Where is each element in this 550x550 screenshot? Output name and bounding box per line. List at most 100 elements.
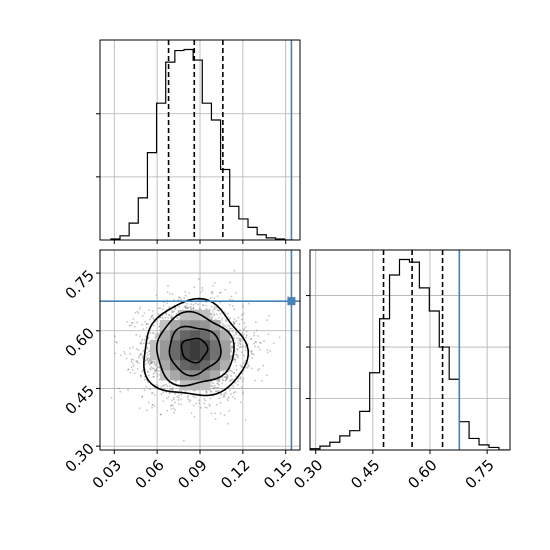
scatter-point bbox=[135, 348, 138, 350]
scatter-point bbox=[146, 370, 149, 373]
scatter-point bbox=[144, 320, 147, 323]
scatter-point bbox=[172, 298, 175, 301]
scatter-point bbox=[176, 316, 179, 319]
scatter-point bbox=[146, 371, 149, 374]
scatter-point bbox=[174, 380, 177, 383]
scatter-point bbox=[230, 356, 232, 359]
scatter-point bbox=[173, 411, 176, 414]
scatter-point bbox=[234, 382, 237, 384]
contour-line bbox=[143, 297, 250, 397]
scatter-point bbox=[210, 381, 213, 384]
scatter-point bbox=[232, 321, 235, 323]
scatter-point bbox=[224, 376, 227, 379]
scatter-point bbox=[211, 292, 213, 295]
scatter-point bbox=[253, 331, 256, 334]
scatter-point bbox=[119, 390, 122, 393]
density-cell bbox=[170, 340, 181, 351]
scatter-point bbox=[169, 316, 172, 319]
scatter-point bbox=[239, 343, 242, 346]
scatter-point bbox=[158, 325, 161, 328]
scatter-point bbox=[149, 363, 151, 366]
contour-line bbox=[180, 337, 209, 364]
scatter-point bbox=[149, 360, 152, 362]
scatter-point bbox=[174, 308, 177, 311]
scatter-point bbox=[150, 361, 153, 364]
scatter-point bbox=[213, 307, 216, 310]
scatter-point bbox=[119, 354, 122, 357]
scatter-point bbox=[222, 370, 225, 373]
scatter-point bbox=[187, 398, 189, 401]
scatter-point bbox=[147, 381, 149, 384]
scatter-point bbox=[225, 326, 228, 329]
scatter-point bbox=[220, 369, 223, 372]
scatter-point bbox=[132, 322, 134, 324]
scatter-point bbox=[217, 390, 220, 392]
scatter-point bbox=[180, 393, 183, 396]
scatter-point bbox=[231, 378, 233, 381]
scatter-point bbox=[155, 369, 158, 372]
scatter-point bbox=[232, 387, 235, 390]
scatter-point bbox=[234, 358, 237, 361]
scatter-point bbox=[170, 316, 173, 319]
scatter-point bbox=[146, 347, 149, 350]
x-tick-label: 0.45 bbox=[347, 456, 383, 492]
scatter-point bbox=[226, 328, 229, 331]
scatter-point bbox=[172, 404, 174, 407]
scatter-point bbox=[113, 335, 116, 338]
scatter-point bbox=[174, 393, 176, 395]
scatter-point bbox=[165, 397, 168, 400]
scatter-point bbox=[150, 366, 153, 368]
scatter-point bbox=[216, 295, 219, 298]
scatter-point bbox=[233, 321, 236, 324]
scatter-point bbox=[218, 316, 220, 319]
scatter-point bbox=[227, 396, 230, 399]
scatter-point bbox=[164, 316, 167, 319]
scatter-point bbox=[205, 392, 208, 394]
scatter-point bbox=[219, 321, 222, 324]
scatter-point bbox=[235, 353, 238, 356]
scatter-point bbox=[210, 291, 213, 293]
scatter-point bbox=[156, 362, 158, 364]
scatter-point bbox=[190, 412, 193, 415]
scatter-point bbox=[244, 419, 247, 421]
scatter-point bbox=[224, 379, 227, 381]
scatter-point bbox=[187, 306, 189, 309]
tick-marks: 0.30 0.45 0.60 0.75 bbox=[290, 295, 498, 492]
scatter-point bbox=[239, 340, 242, 343]
scatter-point bbox=[216, 382, 219, 385]
x-tick-label: 0.15 bbox=[260, 456, 296, 492]
scatter-point bbox=[135, 360, 138, 363]
scatter-point bbox=[222, 379, 225, 382]
density-cell bbox=[220, 350, 231, 361]
scatter-point bbox=[235, 354, 238, 357]
scatter-contour-panel: 0.03 0.06 0.09 0.12 0.15 0.30 0.45 0.60 0.75 bbox=[62, 249, 301, 492]
scatter-point bbox=[154, 371, 156, 374]
scatter-point bbox=[151, 406, 154, 409]
scatter-point bbox=[236, 356, 239, 359]
scatter-point bbox=[239, 339, 242, 341]
scatter-point bbox=[174, 409, 177, 411]
scatter-point bbox=[141, 396, 143, 399]
scatter-point bbox=[192, 395, 195, 398]
scatter-point bbox=[266, 319, 268, 322]
scatter-point bbox=[251, 350, 253, 352]
scatter-point bbox=[259, 341, 261, 344]
scatter-point bbox=[123, 350, 126, 353]
scatter-point bbox=[240, 365, 243, 368]
x-tick-label: 0.06 bbox=[132, 456, 168, 492]
density-cell bbox=[170, 320, 181, 331]
scatter-point bbox=[215, 306, 218, 309]
scatter-point bbox=[167, 317, 170, 319]
scatter-point bbox=[221, 382, 224, 385]
scatter-point bbox=[259, 348, 261, 351]
scatter-point bbox=[229, 379, 231, 382]
scatter-point bbox=[198, 402, 201, 405]
scatter-point bbox=[172, 407, 175, 410]
scatter-point bbox=[235, 364, 238, 367]
scatter-point bbox=[242, 329, 245, 332]
scatter-point bbox=[266, 374, 268, 377]
scatter-point bbox=[147, 342, 149, 345]
scatter-point bbox=[267, 333, 270, 336]
scatter-point bbox=[168, 392, 171, 395]
scatter-point bbox=[229, 389, 231, 392]
